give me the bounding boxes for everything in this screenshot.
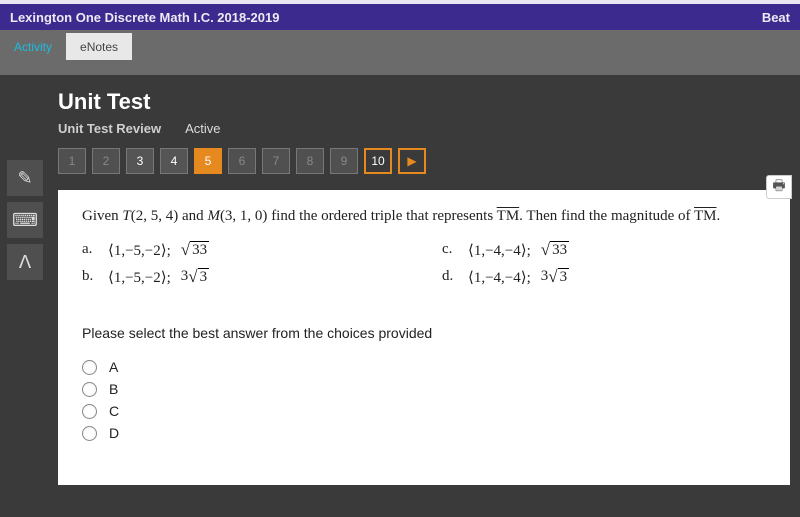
option-d: d. ⟨1,−4,−4⟩; 3√3	[442, 268, 742, 287]
header-right: Beat	[762, 10, 790, 25]
header-bar: Lexington One Discrete Math I.C. 2018-20…	[0, 4, 800, 30]
instruction-text: Please select the best answer from the c…	[82, 325, 766, 341]
q-vector1: TM	[497, 208, 520, 224]
options-row-2: b. ⟨1,−5,−2⟩; 3√3 d. ⟨1,−4,−4⟩; 3√3	[82, 268, 766, 287]
question-panel: Given T(2, 5, 4) and M(3, 1, 0) find the…	[58, 190, 790, 485]
print-icon[interactable]: 🖶	[766, 175, 792, 199]
nav-8[interactable]: 8	[296, 148, 324, 174]
q-rest1: find the ordered triple that represents	[267, 208, 496, 224]
option-b-coef: 3	[181, 268, 189, 285]
highlighter-icon[interactable]: ᐱ	[7, 244, 43, 280]
answer-choices: A B C D	[82, 359, 766, 441]
option-d-radicand: 3	[558, 268, 570, 286]
nav-9[interactable]: 9	[330, 148, 358, 174]
tab-activity[interactable]: Activity	[0, 33, 66, 60]
choice-b-label: B	[109, 381, 118, 397]
nav-2[interactable]: 2	[92, 148, 120, 174]
status-label: Active	[185, 121, 220, 136]
choice-c: C	[82, 403, 766, 419]
option-a-tuple: ⟨1,−5,−2⟩;	[108, 241, 171, 260]
choice-d-label: D	[109, 425, 119, 441]
q-pointM-coords: (3, 1, 0)	[220, 208, 268, 224]
nav-10[interactable]: 10	[364, 148, 392, 174]
q-rest2: . Then find the magnitude of	[519, 208, 694, 224]
option-b-tuple: ⟨1,−5,−2⟩;	[108, 268, 171, 287]
choice-c-label: C	[109, 403, 119, 419]
radio-b[interactable]	[82, 382, 97, 397]
main-area: ✎ ⌨ ᐱ Unit Test Unit Test Review Active …	[0, 75, 800, 517]
option-b: b. ⟨1,−5,−2⟩; 3√3	[82, 268, 382, 287]
radio-d[interactable]	[82, 426, 97, 441]
choice-d: D	[82, 425, 766, 441]
options-row-1: a. ⟨1,−5,−2⟩; √33 c. ⟨1,−4,−4⟩; √33	[82, 241, 766, 260]
tab-enotes[interactable]: eNotes	[66, 33, 132, 60]
radio-c[interactable]	[82, 404, 97, 419]
question-nav: 1 2 3 4 5 6 7 8 9 10 ▶	[58, 148, 790, 174]
tool-rail: ✎ ⌨ ᐱ	[0, 75, 50, 517]
q-pointT-coords: (2, 5, 4)	[131, 208, 179, 224]
option-a-radicand: 33	[190, 241, 209, 259]
nav-4[interactable]: 4	[160, 148, 188, 174]
option-b-label: b.	[82, 268, 98, 287]
q-and: and	[178, 208, 207, 224]
nav-5[interactable]: 5	[194, 148, 222, 174]
option-d-tuple: ⟨1,−4,−4⟩;	[468, 268, 531, 287]
q-vector2: TM	[694, 208, 717, 224]
choice-a: A	[82, 359, 766, 375]
q-prefix: Given	[82, 208, 122, 224]
q-pointM-label: M	[207, 208, 220, 224]
tabs-bar: Activity eNotes	[0, 30, 800, 60]
option-a-label: a.	[82, 241, 98, 260]
q-rest3: .	[717, 208, 721, 224]
choice-b: B	[82, 381, 766, 397]
radio-a[interactable]	[82, 360, 97, 375]
course-title: Lexington One Discrete Math I.C. 2018-20…	[10, 10, 279, 25]
option-b-radical: 3√3	[181, 268, 209, 287]
nav-3[interactable]: 3	[126, 148, 154, 174]
divider-strip	[0, 60, 800, 75]
option-a: a. ⟨1,−5,−2⟩; √33	[82, 241, 382, 260]
option-d-coef: 3	[541, 268, 549, 285]
option-c-tuple: ⟨1,−4,−4⟩;	[468, 241, 531, 260]
pencil-icon[interactable]: ✎	[7, 160, 43, 196]
content-column: Unit Test Unit Test Review Active 1 2 3 …	[50, 75, 800, 517]
choice-a-label: A	[109, 359, 118, 375]
calculator-icon[interactable]: ⌨	[7, 202, 43, 238]
q-pointT-label: T	[122, 208, 130, 224]
option-c-label: c.	[442, 241, 458, 260]
subtitle: Unit Test Review	[58, 121, 161, 136]
nav-7[interactable]: 7	[262, 148, 290, 174]
option-b-radicand: 3	[198, 268, 210, 286]
nav-1[interactable]: 1	[58, 148, 86, 174]
question-text: Given T(2, 5, 4) and M(3, 1, 0) find the…	[82, 206, 766, 227]
nav-next-icon[interactable]: ▶	[398, 148, 426, 174]
page-title: Unit Test	[58, 89, 790, 115]
option-d-label: d.	[442, 268, 458, 287]
option-c: c. ⟨1,−4,−4⟩; √33	[442, 241, 742, 260]
option-c-radicand: 33	[550, 241, 569, 259]
option-d-radical: 3√3	[541, 268, 569, 287]
option-c-radical: √33	[541, 241, 569, 260]
nav-6[interactable]: 6	[228, 148, 256, 174]
option-a-radical: √33	[181, 241, 209, 260]
subtitle-row: Unit Test Review Active	[58, 121, 790, 136]
